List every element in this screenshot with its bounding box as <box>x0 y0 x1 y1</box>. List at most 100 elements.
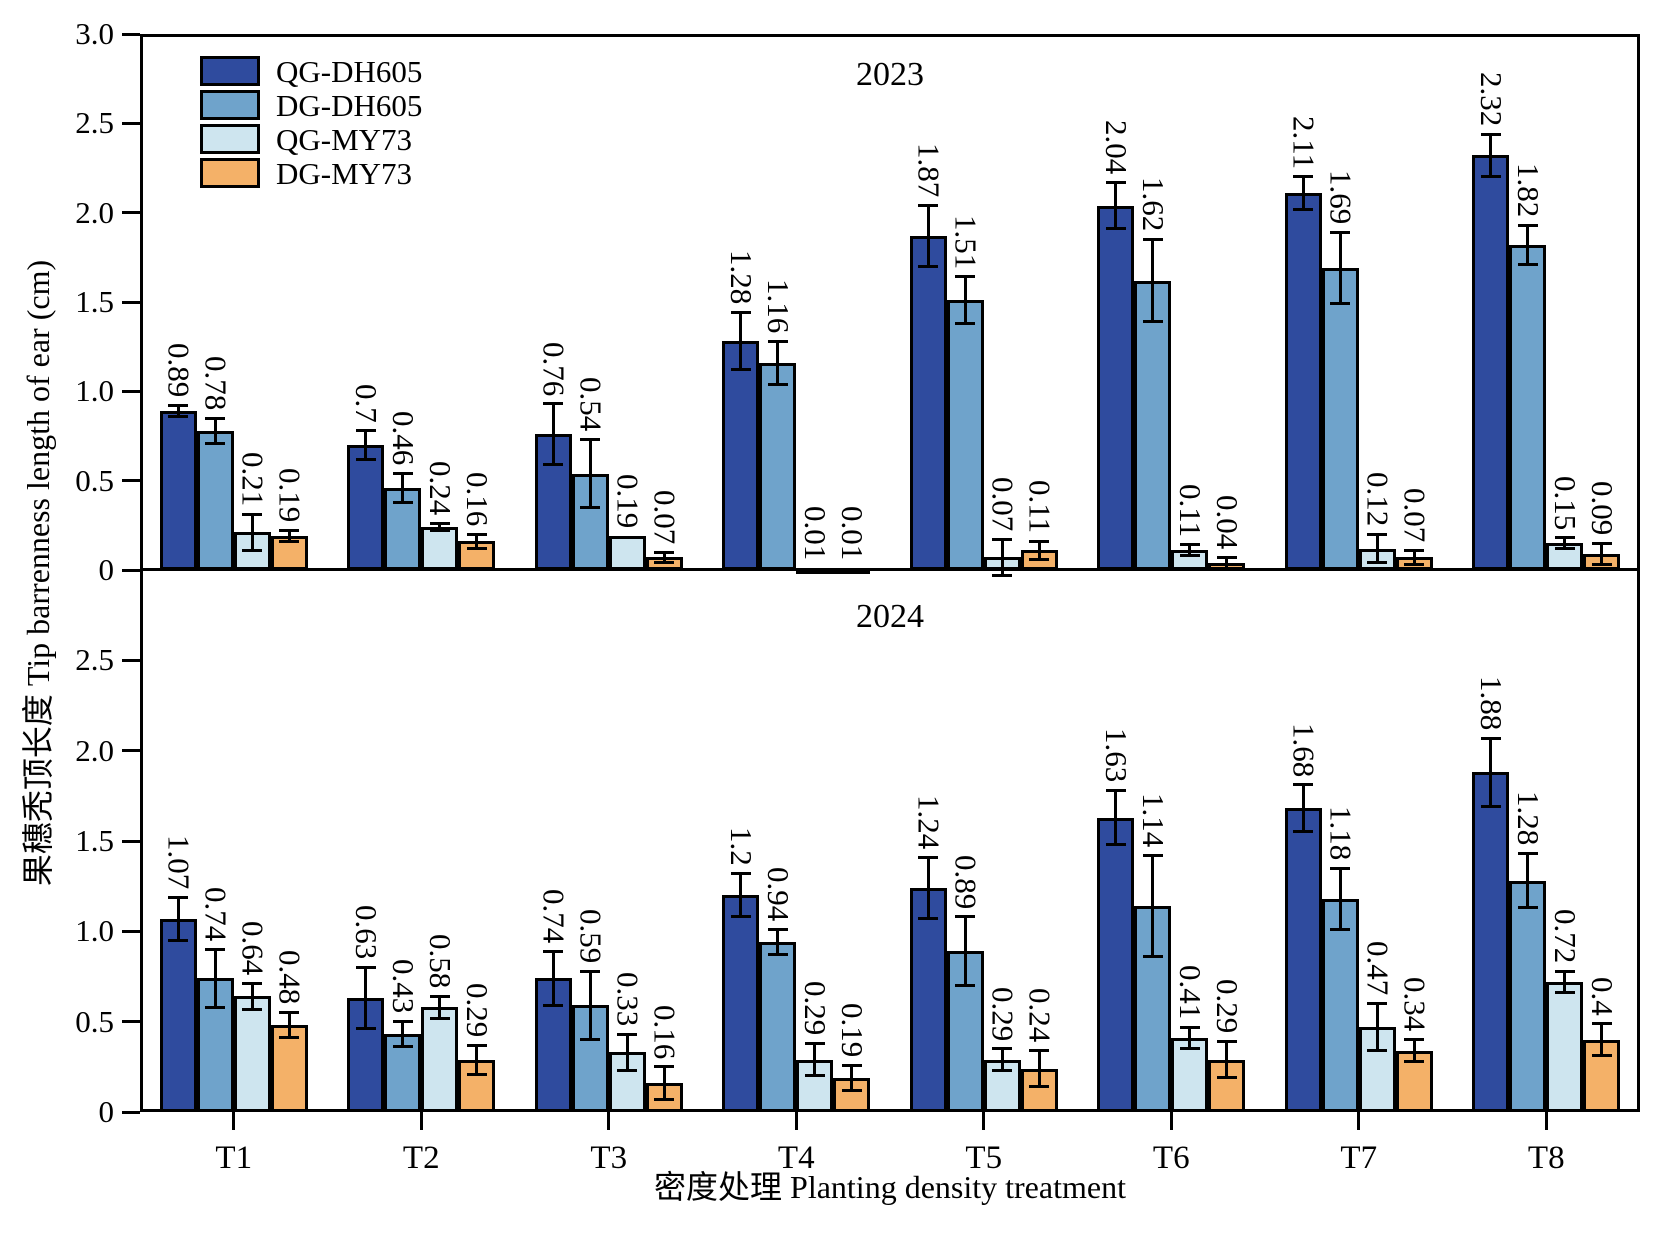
error-bar-line <box>1563 537 1567 549</box>
legend-swatch-QG-DH605 <box>200 56 260 86</box>
panel-year-label: 2024 <box>856 598 924 635</box>
y-tick-mark <box>122 389 140 393</box>
error-bar-cap <box>1216 1040 1237 1044</box>
error-bar-line <box>1301 784 1305 832</box>
error-bar-line <box>287 1012 291 1038</box>
error-bar-cap <box>355 457 376 461</box>
error-bar-cap <box>730 368 751 372</box>
error-bar-line <box>1563 971 1567 993</box>
bar-value-label: 0.41 <box>1172 964 1208 1020</box>
y-tick-label: 1.0 <box>75 913 114 949</box>
bar-value-label: 0.47 <box>1360 941 1396 996</box>
legend-label: QG-DH605 <box>276 54 423 89</box>
bar <box>534 978 572 1112</box>
error-bar-line <box>1188 1027 1192 1049</box>
y-tick-label: 0 <box>98 552 115 587</box>
bar-value-label: 1.88 <box>1473 675 1509 731</box>
error-bar-line <box>1114 790 1118 845</box>
bar <box>233 996 271 1112</box>
x-tick-mark <box>232 1112 236 1130</box>
error-bar-cap <box>1404 1038 1425 1042</box>
error-bar-line <box>1037 541 1041 560</box>
x-tick-mark <box>1357 1112 1361 1130</box>
error-bar-cap <box>168 895 189 899</box>
legend-label: DG-DH605 <box>276 88 423 123</box>
error-bar-cap <box>1029 539 1050 543</box>
bar-value-label: 0.34 <box>1397 977 1433 1032</box>
bar-value-label: 1.24 <box>911 795 947 850</box>
error-bar-cap <box>1293 783 1314 787</box>
error-bar-cap <box>1480 132 1501 136</box>
error-bar-line <box>776 929 780 955</box>
y-tick-mark <box>122 1110 140 1114</box>
error-bar-line <box>1412 550 1416 565</box>
error-bar-cap <box>992 1068 1013 1072</box>
error-bar-line <box>364 430 368 460</box>
error-bar-cap <box>730 915 751 919</box>
error-bar-line <box>250 983 254 1009</box>
error-bar-cap <box>955 275 976 279</box>
error-bar-cap <box>543 1003 564 1007</box>
error-bar-cap <box>767 382 788 386</box>
legend-swatch-DG-MY73 <box>200 158 260 188</box>
x-tick-label: T7 <box>1340 1140 1378 1176</box>
error-bar-line <box>475 1045 479 1075</box>
error-bar-line <box>1526 853 1530 908</box>
error-bar-cap <box>580 969 601 973</box>
bar <box>759 362 797 570</box>
bar <box>1284 193 1322 570</box>
bar <box>759 942 797 1112</box>
bar-value-label: 0.58 <box>422 934 458 989</box>
error-bar-cap <box>955 915 976 919</box>
error-bar-cap <box>392 1020 413 1024</box>
error-bar-line <box>1037 1050 1041 1087</box>
bar-value-label: 0.4 <box>1584 976 1620 1016</box>
error-bar-cap <box>1591 1054 1612 1058</box>
y-tick-label: 0.5 <box>75 462 114 498</box>
error-bar-cap <box>242 548 263 552</box>
error-bar-cap <box>1554 991 1575 995</box>
error-bar-cap <box>205 1005 226 1009</box>
error-bar-cap <box>279 1011 300 1015</box>
bar-value-label: 0.16 <box>459 472 495 527</box>
error-bar-cap <box>654 1065 675 1069</box>
error-bar-cap <box>1330 928 1351 932</box>
x-tick-mark <box>794 1112 798 1130</box>
y-tick-mark <box>122 929 140 933</box>
error-bar-cap <box>1330 866 1351 870</box>
bar <box>1097 205 1135 570</box>
error-bar-cap <box>1367 1049 1388 1053</box>
bar-value-label: 0.29 <box>1209 979 1245 1034</box>
y-tick-mark <box>122 749 140 753</box>
error-bar-cap <box>466 1072 487 1076</box>
bar <box>571 1005 609 1112</box>
y-tick-mark <box>122 121 140 125</box>
error-bar-cap <box>543 949 564 953</box>
bar-value-label: 0.74 <box>198 887 234 942</box>
bar-value-label: 0.29 <box>459 982 495 1038</box>
bar-value-label: 1.28 <box>723 250 759 305</box>
bar <box>421 527 459 570</box>
error-bar-cap <box>1142 237 1163 241</box>
error-bar-line <box>1000 1048 1004 1071</box>
bar <box>1321 898 1359 1112</box>
bar-value-label: 1.07 <box>161 834 197 890</box>
y-tick-label: 0.5 <box>75 1003 114 1039</box>
error-bar-cap <box>1105 843 1126 847</box>
x-tick-mark <box>1169 1112 1173 1130</box>
error-bar-line <box>1489 738 1493 807</box>
bar-value-label: 0.94 <box>760 867 796 922</box>
bar-value-label: 1.18 <box>1323 805 1359 861</box>
bar <box>1472 155 1510 570</box>
bar <box>1472 772 1510 1112</box>
error-bar-cap <box>1517 262 1538 266</box>
error-bar-cap <box>1330 230 1351 234</box>
error-bar-cap <box>1179 543 1200 547</box>
error-bar-line <box>1375 534 1379 563</box>
bar-value-label: 0.33 <box>610 972 646 1027</box>
error-bar-cap <box>392 500 413 504</box>
error-bar-cap <box>1591 541 1612 545</box>
bar-value-label: 1.69 <box>1323 170 1359 225</box>
error-bar-cap <box>168 404 189 408</box>
error-bar-line <box>1600 543 1604 565</box>
